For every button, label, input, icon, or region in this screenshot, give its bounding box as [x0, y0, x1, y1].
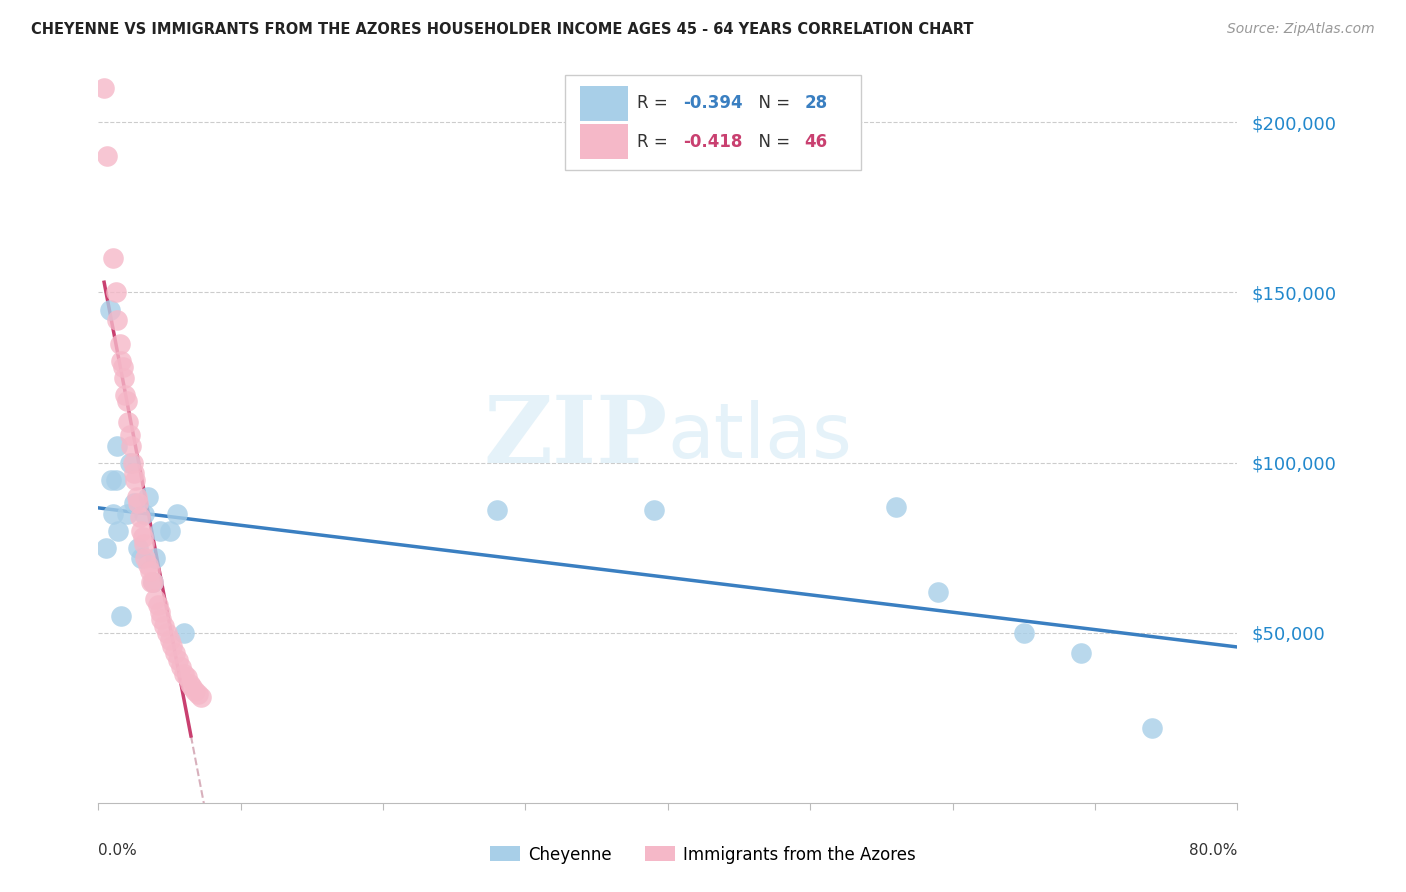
Point — [153, 619, 176, 633]
Point — [136, 490, 159, 504]
Point — [138, 565, 160, 579]
Point — [112, 370, 135, 384]
Point — [120, 439, 142, 453]
Point — [159, 524, 181, 538]
Point — [884, 500, 907, 514]
Point — [927, 585, 949, 599]
Point — [166, 507, 188, 521]
Point — [104, 473, 127, 487]
Point — [118, 428, 141, 442]
Text: R =: R = — [637, 95, 673, 112]
Point — [129, 550, 152, 565]
Point — [122, 496, 145, 510]
Point — [149, 605, 172, 619]
Text: CHEYENNE VS IMMIGRANTS FROM THE AZORES HOUSEHOLDER INCOME AGES 45 - 64 YEARS COR: CHEYENNE VS IMMIGRANTS FROM THE AZORES H… — [31, 22, 973, 37]
Point — [1070, 646, 1092, 660]
Point — [150, 612, 173, 626]
FancyBboxPatch shape — [565, 75, 862, 170]
Point — [162, 640, 184, 654]
Point — [111, 360, 134, 375]
Text: 28: 28 — [804, 95, 828, 112]
Point — [1140, 721, 1163, 735]
Point — [179, 677, 201, 691]
Point — [96, 149, 118, 163]
Point — [98, 302, 121, 317]
FancyBboxPatch shape — [581, 124, 628, 160]
Point — [136, 558, 159, 572]
Point — [107, 524, 129, 538]
Point — [100, 473, 122, 487]
Point — [128, 510, 150, 524]
Point — [134, 550, 156, 565]
Point — [139, 574, 162, 589]
Point — [190, 690, 212, 705]
Point — [131, 531, 153, 545]
Point — [141, 574, 163, 589]
Point — [114, 387, 136, 401]
Point — [127, 541, 149, 555]
Point — [122, 466, 145, 480]
Text: ZIP: ZIP — [484, 392, 668, 482]
Point — [643, 503, 665, 517]
Point — [127, 496, 149, 510]
Point — [156, 625, 179, 640]
Point — [132, 537, 155, 551]
Point — [94, 541, 117, 555]
Point — [93, 81, 115, 95]
Text: 80.0%: 80.0% — [1189, 843, 1237, 858]
Point — [145, 550, 167, 565]
Point — [125, 490, 148, 504]
Point — [148, 599, 170, 613]
Text: 46: 46 — [804, 133, 828, 151]
Point — [145, 591, 167, 606]
Point — [104, 285, 127, 300]
Point — [176, 670, 198, 684]
Text: R =: R = — [637, 133, 673, 151]
Point — [117, 415, 139, 429]
Point — [115, 394, 138, 409]
Point — [110, 353, 132, 368]
Text: Source: ZipAtlas.com: Source: ZipAtlas.com — [1227, 22, 1375, 37]
Point — [181, 680, 204, 694]
Point — [149, 524, 172, 538]
Point — [486, 503, 509, 517]
Legend: Cheyenne, Immigrants from the Azores: Cheyenne, Immigrants from the Azores — [484, 839, 922, 871]
Point — [101, 507, 124, 521]
Point — [121, 456, 143, 470]
Point — [110, 608, 132, 623]
Point — [105, 439, 128, 453]
Point — [141, 574, 163, 589]
Point — [115, 507, 138, 521]
Text: -0.394: -0.394 — [683, 95, 742, 112]
FancyBboxPatch shape — [581, 86, 628, 120]
Point — [105, 312, 128, 326]
Text: atlas: atlas — [668, 401, 852, 474]
Point — [173, 625, 195, 640]
Point — [184, 683, 207, 698]
Point — [165, 646, 187, 660]
Point — [170, 659, 193, 673]
Point — [167, 653, 190, 667]
Text: -0.418: -0.418 — [683, 133, 742, 151]
Text: N =: N = — [748, 95, 794, 112]
Point — [187, 687, 209, 701]
Point — [1012, 625, 1035, 640]
Text: 0.0%: 0.0% — [98, 843, 138, 858]
Point — [108, 336, 131, 351]
Point — [173, 666, 195, 681]
Point — [129, 524, 152, 538]
Point — [101, 252, 124, 266]
Point — [132, 507, 155, 521]
Point — [118, 456, 141, 470]
Point — [124, 473, 146, 487]
Point — [159, 632, 181, 647]
Text: N =: N = — [748, 133, 794, 151]
